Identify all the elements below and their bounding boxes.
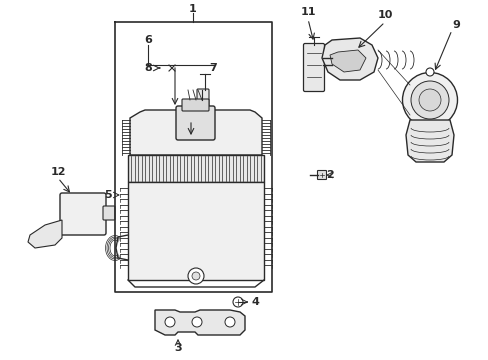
FancyBboxPatch shape	[128, 155, 264, 182]
FancyBboxPatch shape	[103, 206, 115, 220]
Polygon shape	[28, 220, 62, 248]
Polygon shape	[329, 50, 365, 72]
Text: 12: 12	[50, 167, 65, 177]
Text: 5: 5	[104, 190, 112, 200]
Ellipse shape	[418, 89, 440, 111]
Text: 10: 10	[377, 10, 392, 20]
Text: 6: 6	[144, 35, 152, 45]
Ellipse shape	[410, 81, 448, 119]
Text: 3: 3	[174, 343, 182, 353]
FancyBboxPatch shape	[303, 44, 324, 91]
Text: 7: 7	[209, 63, 217, 73]
Polygon shape	[130, 110, 262, 155]
Polygon shape	[405, 120, 453, 162]
FancyBboxPatch shape	[128, 182, 264, 280]
Polygon shape	[321, 38, 377, 80]
FancyBboxPatch shape	[182, 99, 208, 111]
Circle shape	[192, 317, 202, 327]
FancyBboxPatch shape	[317, 171, 326, 180]
Text: 1: 1	[189, 4, 197, 14]
Text: 4: 4	[250, 297, 259, 307]
FancyBboxPatch shape	[60, 193, 106, 235]
Text: 8: 8	[144, 63, 152, 73]
Polygon shape	[155, 310, 244, 335]
Text: 2: 2	[325, 170, 333, 180]
Text: 9: 9	[451, 20, 459, 30]
Circle shape	[232, 297, 243, 307]
Text: 11: 11	[300, 7, 315, 17]
Circle shape	[164, 317, 175, 327]
Circle shape	[187, 268, 203, 284]
FancyBboxPatch shape	[197, 89, 208, 109]
Circle shape	[192, 272, 200, 280]
Circle shape	[224, 317, 235, 327]
Circle shape	[425, 68, 433, 76]
Ellipse shape	[402, 72, 457, 127]
FancyBboxPatch shape	[176, 106, 215, 140]
